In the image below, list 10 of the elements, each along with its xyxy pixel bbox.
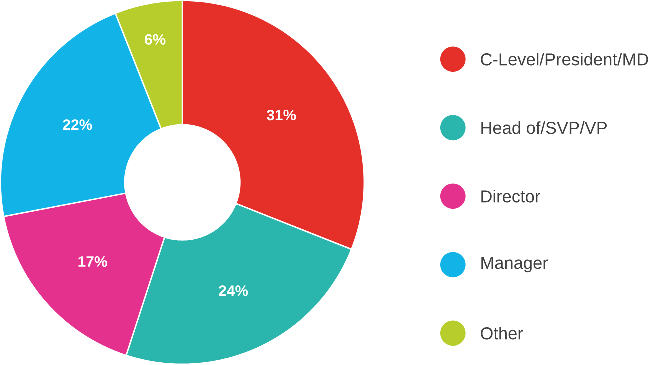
legend-label: Other	[481, 326, 524, 340]
legend-label: Director	[482, 190, 540, 203]
data-label: 24%	[219, 286, 248, 296]
data-label: 31%	[266, 110, 296, 120]
data-label: 6%	[145, 34, 166, 45]
legend-label: C-Level/President/MD	[481, 52, 648, 66]
legend-label: Head of/SVP/VP	[482, 121, 607, 134]
data-label: 22%	[63, 120, 92, 130]
data-label: 17%	[78, 256, 108, 267]
legend-label: Manager	[482, 257, 548, 273]
